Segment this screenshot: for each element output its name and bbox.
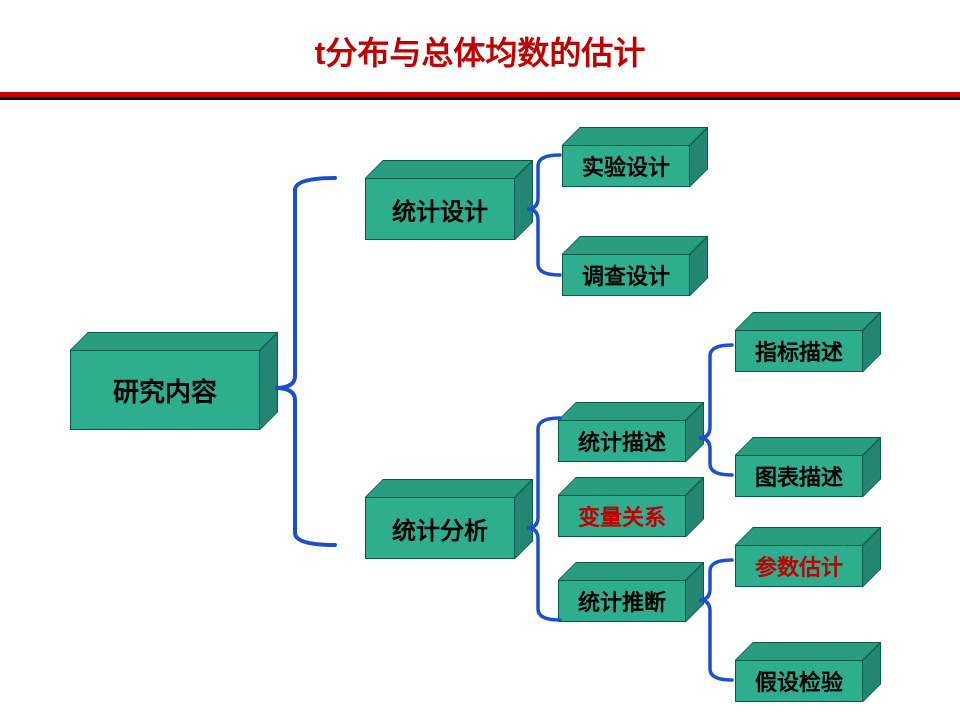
brace-1 (0, 0, 960, 720)
node-varrel: 变量关系 (558, 477, 704, 537)
node-label-analysis: 统计分析 (365, 497, 515, 559)
node-param: 参数估计 (735, 527, 881, 587)
page-title: t分布与总体均数的估计 (0, 0, 960, 92)
node-label-exp: 实验设计 (562, 145, 690, 187)
node-label-root: 研究内容 (70, 350, 260, 430)
node-index: 指标描述 (735, 312, 881, 372)
node-label-varrel: 变量关系 (558, 495, 686, 537)
brace-0 (0, 0, 960, 720)
node-label-design: 统计设计 (365, 178, 515, 240)
node-survey: 调查设计 (562, 236, 708, 296)
node-design: 统计设计 (365, 160, 533, 240)
brace-4 (0, 0, 960, 720)
brace-3 (0, 0, 960, 720)
node-hypo: 假设检验 (735, 642, 881, 702)
node-label-chart: 图表描述 (735, 455, 863, 497)
brace-2 (0, 0, 960, 720)
node-root: 研究内容 (70, 332, 278, 430)
node-infer: 统计推断 (558, 562, 704, 622)
node-label-desc: 统计描述 (558, 420, 686, 462)
node-label-param: 参数估计 (735, 545, 863, 587)
node-label-hypo: 假设检验 (735, 660, 863, 702)
node-label-infer: 统计推断 (558, 580, 686, 622)
node-desc: 统计描述 (558, 402, 704, 462)
node-label-index: 指标描述 (735, 330, 863, 372)
node-exp: 实验设计 (562, 127, 708, 187)
node-label-survey: 调查设计 (562, 254, 690, 296)
diagram-canvas: 研究内容 统计设计统计分析 实验设计调查设计统计描述变量关系统计推断 指标描述图表描述… (0, 0, 960, 720)
title-divider (0, 92, 960, 102)
divider-black (0, 97, 960, 100)
node-chart: 图表描述 (735, 437, 881, 497)
title-text: t分布与总体均数的估计 (315, 35, 646, 71)
node-analysis: 统计分析 (365, 479, 533, 559)
